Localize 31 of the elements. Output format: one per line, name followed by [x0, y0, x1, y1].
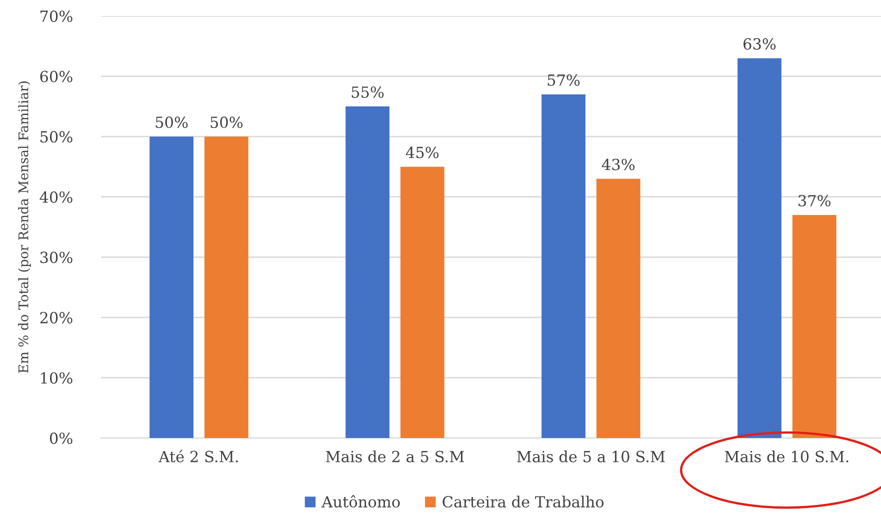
bar — [542, 94, 586, 438]
bar — [150, 136, 194, 438]
data-label: 63% — [744, 38, 776, 50]
data-label: 37% — [798, 194, 830, 206]
data-label: 45% — [406, 146, 439, 158]
y-tick-label: 10% — [41, 372, 72, 384]
data-label: 55% — [352, 86, 384, 98]
bar — [400, 166, 444, 438]
bar — [346, 106, 390, 438]
y-tick-label: 50% — [40, 131, 72, 143]
y-tick-label: 60% — [40, 70, 72, 82]
y-tick-label: 30% — [40, 252, 72, 264]
legend-label: Carteira de Trabalho — [442, 496, 604, 508]
y-tick-label: 20% — [40, 312, 72, 324]
legend-label: Autônomo — [322, 495, 400, 508]
bar — [738, 58, 782, 438]
y-tick-label: 70% — [40, 10, 72, 22]
bar — [204, 136, 248, 438]
data-label: 50% — [210, 116, 243, 128]
bar — [792, 214, 836, 438]
y-axis-title: Em % do Total (por Renda Mensal Familiar) — [18, 81, 31, 373]
bar — [596, 178, 640, 438]
x-tick-label: Mais de 10 S.M. — [724, 450, 848, 462]
data-label: 43% — [602, 158, 635, 170]
x-tick-label: Mais de 2 a 5 S.M — [326, 450, 464, 462]
y-tick-label: 0% — [50, 432, 72, 444]
y-tick-label: 40% — [40, 191, 72, 203]
data-label: 50% — [156, 116, 188, 128]
data-label: 57% — [548, 74, 580, 86]
x-tick-label: Até 2 S.M. — [158, 450, 238, 462]
x-tick-label: Mais de 5 a 10 S.M — [517, 450, 665, 462]
